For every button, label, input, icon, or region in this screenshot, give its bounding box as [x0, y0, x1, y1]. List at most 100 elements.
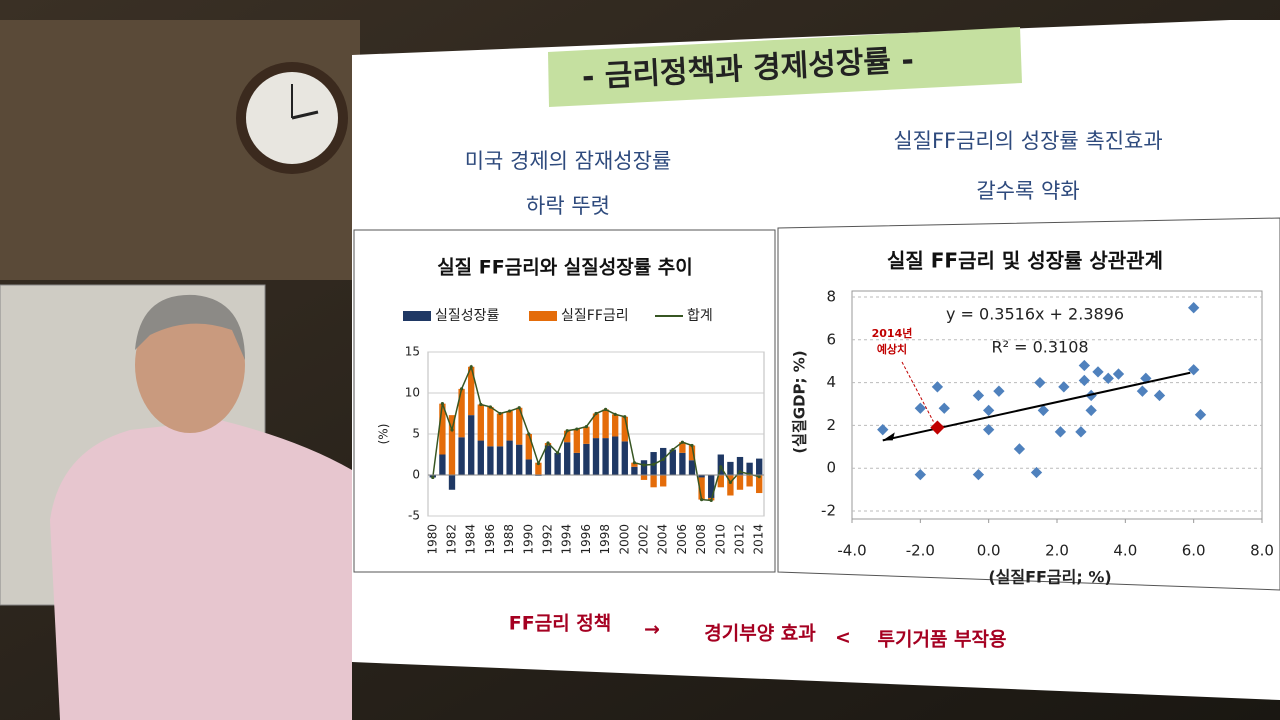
line-point	[728, 480, 733, 484]
r-squared: R² = 0.3108	[991, 338, 1088, 357]
x-axis-label: (실질FF금리; %)	[988, 568, 1111, 587]
line-point	[652, 462, 656, 466]
title-banner	[548, 27, 1022, 107]
bar	[698, 475, 705, 478]
x-tick-label: 1982	[445, 524, 459, 555]
bar	[573, 429, 580, 453]
scatter-point	[1075, 426, 1087, 438]
line-point	[757, 475, 761, 479]
clock-hand	[291, 110, 319, 120]
footer-arrow: →	[644, 619, 660, 641]
scatter-point	[914, 468, 926, 481]
bar	[602, 438, 609, 475]
chart-box	[353, 229, 776, 573]
bar	[573, 452, 580, 475]
bar	[564, 442, 571, 475]
line-point	[527, 432, 531, 436]
scatter-point	[1153, 389, 1166, 402]
person-head	[135, 297, 245, 433]
scatter-point	[1092, 366, 1104, 378]
scatter-point	[1058, 381, 1070, 393]
bar	[736, 456, 744, 475]
x-tick-label: 4.0	[1113, 542, 1137, 560]
bar	[554, 452, 561, 475]
line-point	[690, 443, 694, 448]
scatter-point	[1030, 466, 1043, 479]
y-tick-label: 0	[826, 459, 836, 477]
line-point	[517, 406, 521, 410]
x-tick-label: 1980	[425, 524, 439, 555]
line-point	[661, 457, 665, 462]
bar	[679, 442, 686, 453]
line-point	[632, 461, 637, 465]
line-point	[613, 412, 617, 416]
scatter-point	[1013, 443, 1026, 455]
x-tick-label: 2010	[713, 524, 727, 555]
x-tick-label: 2014	[752, 524, 766, 555]
scatter-point	[931, 381, 944, 393]
scatter-point	[1034, 376, 1046, 389]
bar	[439, 454, 446, 475]
bar	[564, 430, 571, 443]
scatter-point	[1054, 426, 1067, 438]
line-point	[508, 409, 512, 413]
legend-label: 실질FF금리	[561, 308, 629, 324]
x-tick-label: 1994	[560, 524, 574, 555]
bar	[756, 475, 763, 494]
footer-text: 투기거품 부작용	[878, 629, 1007, 651]
line-point	[584, 425, 589, 429]
bar	[727, 461, 734, 475]
bar	[660, 447, 667, 475]
bar	[756, 458, 763, 475]
x-tick-label: 1992	[541, 524, 555, 555]
bar	[640, 460, 648, 475]
person-hair	[135, 294, 245, 360]
y-tick-label: -5	[408, 509, 420, 523]
bar	[679, 452, 686, 475]
line-point	[460, 387, 464, 391]
bar	[477, 404, 484, 441]
y-tick-label: 4	[826, 373, 836, 391]
x-tick-label: -2.0	[906, 542, 935, 560]
x-tick-label: 2002	[637, 524, 651, 555]
bar	[496, 413, 504, 447]
bar	[612, 414, 619, 437]
footer-text: 경기부양 효과	[704, 623, 816, 645]
x-tick-label: 2008	[694, 524, 708, 555]
scatter-point	[1078, 359, 1090, 372]
bar	[727, 475, 734, 496]
line-point	[671, 447, 675, 452]
bar	[717, 454, 724, 475]
bar	[525, 434, 532, 460]
bar	[736, 475, 744, 490]
bar	[544, 445, 552, 475]
bar	[746, 475, 753, 487]
scatter-point	[877, 424, 889, 436]
x-tick-label: 1990	[521, 524, 535, 555]
x-tick-label: 1986	[483, 524, 497, 555]
x-tick-label: 1988	[502, 524, 516, 555]
bar	[468, 415, 475, 475]
line-point	[498, 411, 502, 416]
person-shirt	[50, 420, 352, 720]
chart-title: 실질 FF금리와 실질성장률 추이	[437, 257, 693, 279]
highlight-point	[930, 420, 945, 435]
bar	[487, 406, 494, 447]
line-point	[594, 411, 598, 416]
bar	[631, 466, 638, 475]
x-tick-label: 6.0	[1182, 542, 1206, 560]
bar	[525, 459, 532, 475]
trend-arrowhead	[882, 432, 895, 441]
x-tick-label: 2.0	[1045, 542, 1069, 560]
bar	[640, 475, 648, 480]
legend-label: 실질성장률	[435, 308, 500, 324]
scatter-point	[1085, 404, 1097, 417]
bar	[477, 440, 484, 475]
legend-swatch	[403, 311, 431, 321]
line-point	[536, 461, 541, 466]
bar	[535, 462, 542, 475]
line-point	[642, 463, 646, 467]
line-point	[700, 498, 704, 502]
